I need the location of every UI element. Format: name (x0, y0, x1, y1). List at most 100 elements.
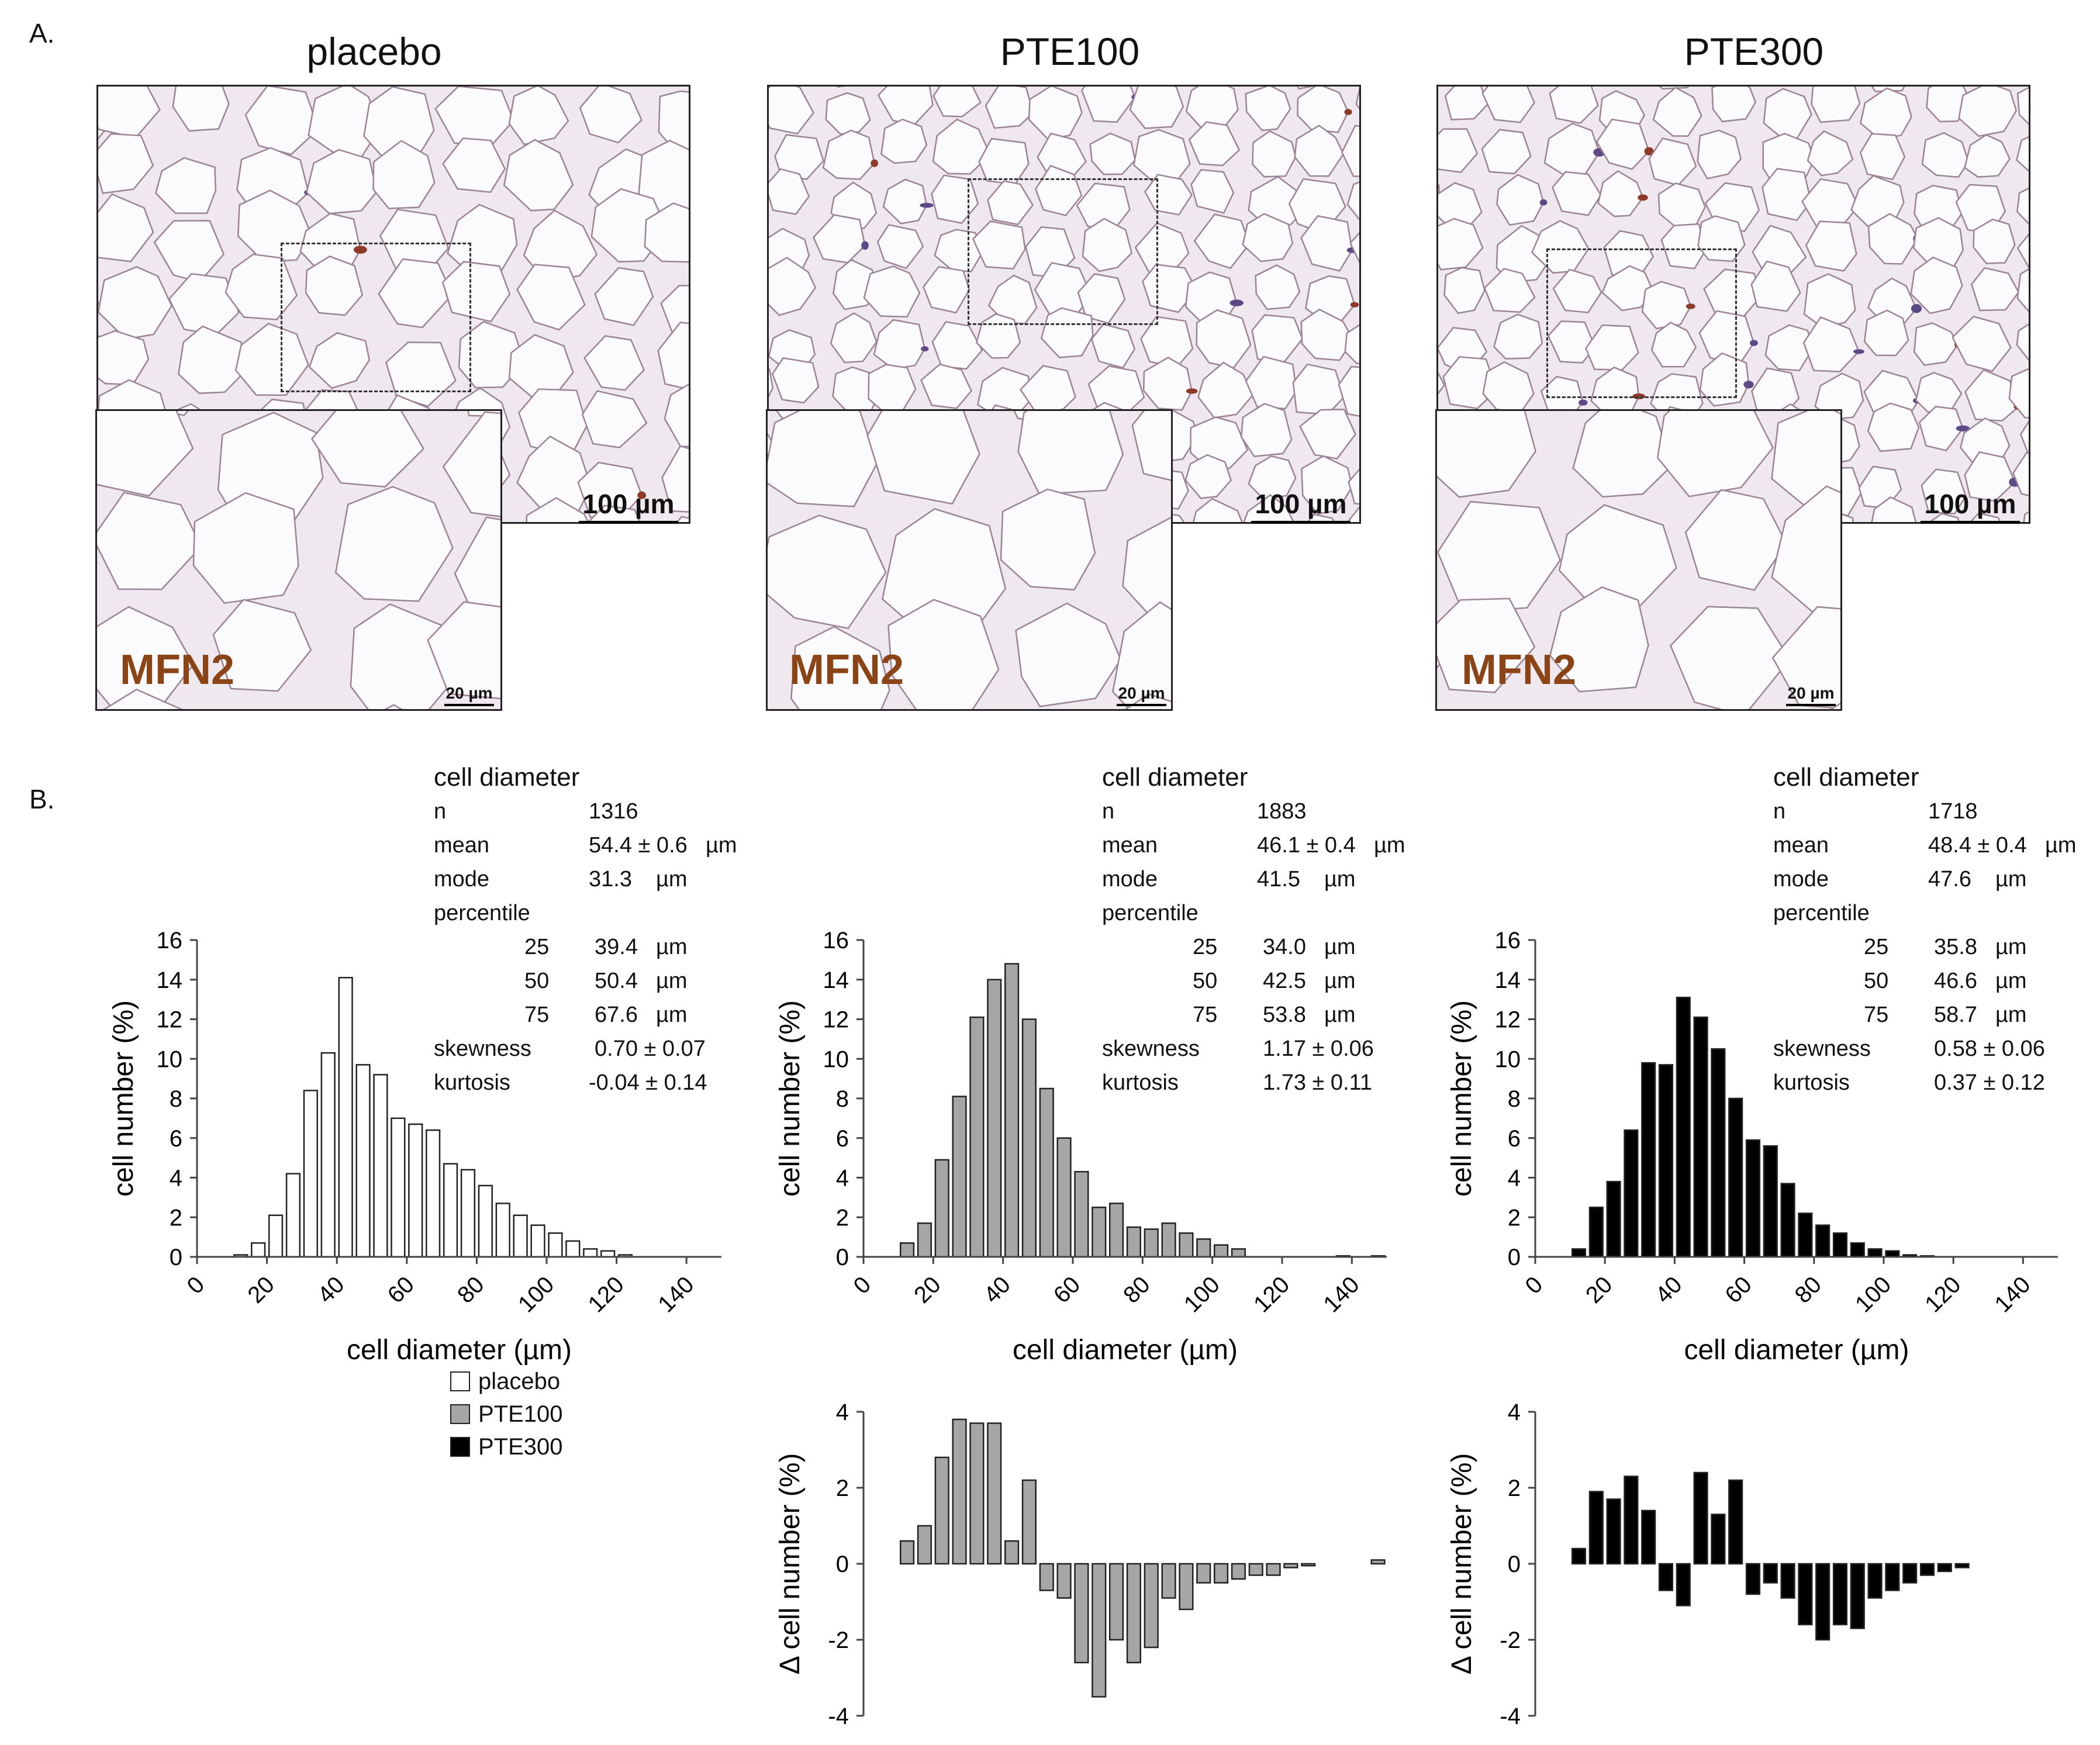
x-tick-label: 100 (1179, 1271, 1225, 1317)
delta-bar (969, 1422, 985, 1565)
delta-bar (1711, 1514, 1726, 1565)
delta-bar (1867, 1563, 1883, 1599)
legend-item-placebo: placebo (450, 1365, 563, 1398)
zoom-region-box (1546, 248, 1737, 398)
stats-value: 54.4 ± 0.6 (589, 833, 688, 858)
x-tick-label: 120 (1249, 1271, 1294, 1317)
stats-label: 25 (524, 935, 550, 959)
delta-bar (1370, 1559, 1386, 1565)
scale-bar-100um: 100 µm (1921, 488, 2020, 524)
histogram-bar (987, 979, 1002, 1258)
stats-unit: µm (656, 867, 688, 891)
y-tick-label: 10 (823, 1046, 849, 1072)
zoom-region-box (281, 243, 471, 392)
delta-bar (1780, 1563, 1795, 1599)
histogram-bar (355, 1064, 371, 1258)
histogram-bar (513, 1214, 528, 1258)
histogram-bar (1213, 1244, 1229, 1258)
adipose-tissue-image (98, 87, 689, 522)
histogram-bar (1039, 1087, 1054, 1258)
stats-label: 50 (1864, 969, 1889, 993)
histogram-bar (1179, 1232, 1194, 1258)
delta-bar (952, 1418, 967, 1565)
histogram-bar (1745, 1139, 1761, 1258)
y-tick-label: 14 (823, 967, 849, 993)
y-tick-label: 2 (836, 1476, 849, 1501)
delta-bar (1021, 1479, 1037, 1565)
y-tick-label: 4 (170, 1166, 182, 1191)
histogram-bar (952, 1096, 967, 1258)
stats-label: percentile (434, 901, 530, 925)
stats-label: mode (434, 867, 490, 891)
stats-label: mean (434, 833, 490, 858)
stats-value: 53.8 (1263, 1003, 1306, 1027)
histogram-bar (1606, 1181, 1621, 1258)
legend-item-pte100: PTE100 (450, 1398, 563, 1430)
delta-bar (1763, 1563, 1778, 1584)
histogram-bar (1126, 1226, 1142, 1258)
y-tick-label: 12 (1495, 1007, 1521, 1033)
delta-bar (1231, 1563, 1246, 1580)
y-tick-label: -4 (828, 1703, 849, 1729)
histogram-bar (1711, 1048, 1726, 1258)
delta-bar (1676, 1563, 1691, 1606)
y-tick-label: 16 (1495, 928, 1521, 953)
x-tick-label: 40 (1650, 1271, 1687, 1308)
histogram-bar (548, 1232, 563, 1258)
histogram-bar (1004, 963, 1020, 1258)
x-tick-label: 140 (1318, 1271, 1364, 1317)
stats-value: 1316 (589, 799, 638, 824)
delta-bar (1144, 1563, 1159, 1649)
x-tick-label: 20 (243, 1271, 279, 1308)
chart-legend: placebo PTE100 PTE300 (450, 1365, 563, 1463)
x-tick-label: 40 (313, 1271, 350, 1308)
stats-label: mean (1773, 833, 1829, 858)
y-axis-title: Δ cell number (%) (775, 1453, 806, 1675)
x-tick-label: 60 (1720, 1271, 1757, 1308)
panel-label-a: A. (29, 18, 55, 49)
stats-value: 1883 (1257, 799, 1307, 824)
y-tick-label: 0 (170, 1245, 182, 1270)
stats-label: 50 (1193, 969, 1218, 993)
legend-swatch (450, 1404, 470, 1424)
stats-value: 58.7 (1934, 1003, 1977, 1027)
x-tick-label: 100 (1850, 1271, 1896, 1317)
stats-value: 35.8 (1934, 935, 1977, 959)
histogram-bar (917, 1222, 932, 1258)
legend-label: PTE100 (478, 1401, 563, 1427)
stats-label: skewness (1773, 1036, 1871, 1061)
legend-item-pte300: PTE300 (450, 1430, 563, 1463)
delta-bar (1658, 1563, 1674, 1591)
x-tick-label: 140 (1990, 1271, 2035, 1317)
delta-bar (1126, 1563, 1142, 1664)
stats-header: cell diameter (434, 763, 580, 792)
stats-unit: µm (1995, 969, 2027, 993)
stats-unit: µm (706, 833, 737, 858)
delta-bar (1161, 1563, 1176, 1599)
x-tick-label: 120 (583, 1271, 629, 1317)
stats-value: 47.6 (1928, 867, 1971, 891)
y-tick-label: 12 (157, 1007, 183, 1033)
y-tick-label: 10 (1495, 1046, 1521, 1072)
stats-value: 0.70 ± 0.07 (595, 1036, 706, 1061)
stats-label: 75 (1193, 1003, 1218, 1027)
y-tick-label: 8 (1508, 1086, 1521, 1112)
stats-label: percentile (1102, 901, 1198, 925)
histogram-bar (1074, 1171, 1089, 1258)
stats-value: 1718 (1928, 799, 1978, 824)
y-tick-label: 4 (836, 1400, 849, 1425)
histogram-bar (1885, 1250, 1900, 1258)
y-tick-label: 6 (170, 1126, 182, 1152)
y-tick-label: 0 (1508, 1245, 1521, 1270)
histogram-bar (1867, 1248, 1883, 1258)
stats-label: mode (1102, 867, 1158, 891)
histogram-bar (1728, 1097, 1743, 1258)
delta-bar (1074, 1563, 1089, 1664)
delta-bar (1213, 1563, 1229, 1584)
legend-swatch (450, 1371, 470, 1391)
y-tick-label: 4 (836, 1166, 849, 1191)
stats-label: 75 (524, 1003, 550, 1027)
stats-label: kurtosis (1773, 1070, 1850, 1095)
stats-value: 39.4 (595, 935, 638, 959)
stats-label: skewness (434, 1036, 531, 1061)
